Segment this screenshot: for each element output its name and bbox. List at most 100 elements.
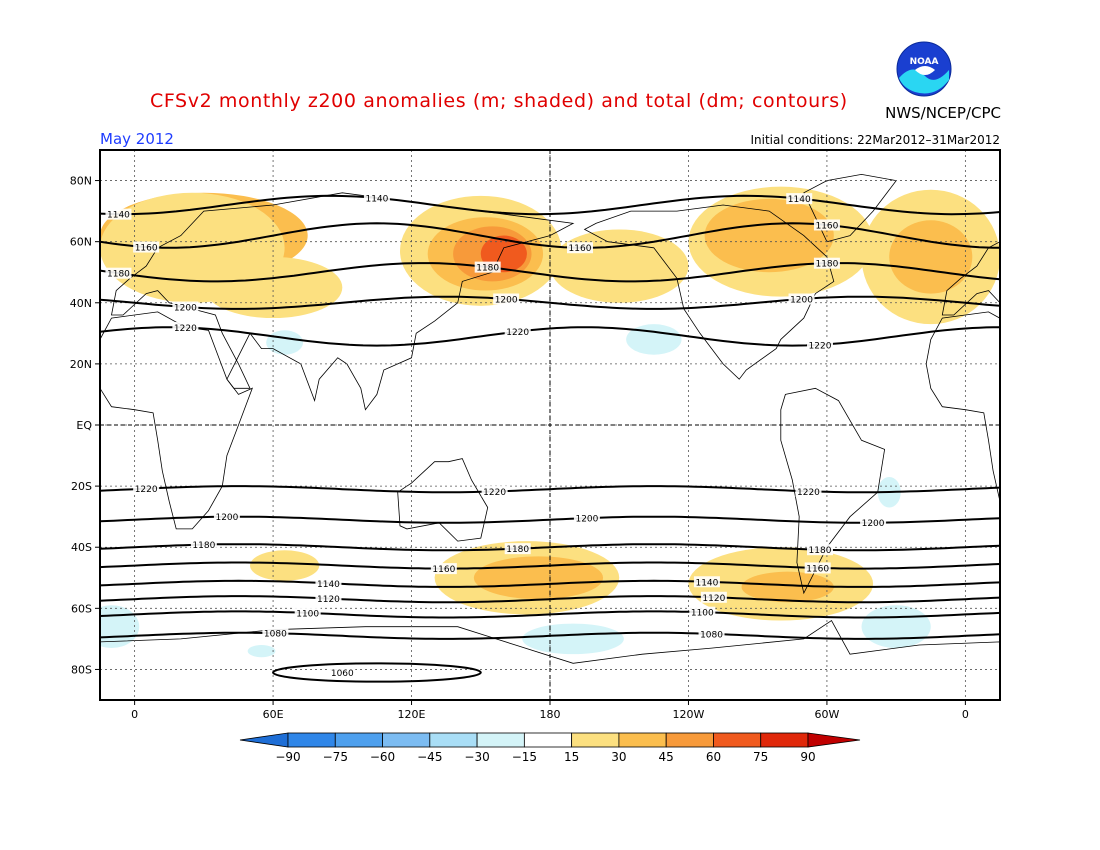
colorbar-label: 90	[800, 750, 815, 764]
lat-tick-label: 20S	[71, 480, 92, 493]
contour-label-bg	[474, 261, 501, 273]
contour-label-bg	[329, 667, 356, 678]
contour-label: 1120	[317, 595, 340, 605]
coastline	[100, 620, 1000, 700]
anomaly-patch	[473, 556, 604, 600]
contour-line	[100, 561, 1000, 570]
contour-label-bg	[315, 577, 342, 589]
contour-label: 1220	[174, 324, 197, 334]
contour-line	[100, 222, 1000, 249]
coastline	[397, 458, 489, 542]
colorbar-label: 75	[753, 750, 768, 764]
contour-label-bg	[315, 593, 342, 605]
anomaly-patch	[626, 324, 682, 355]
contour-label-bg	[504, 543, 531, 555]
contour-label: 1180	[815, 260, 838, 270]
contour-line	[100, 515, 1000, 524]
contour-label: 1220	[809, 341, 832, 351]
colorbar-box	[382, 732, 431, 748]
anomaly-patch	[889, 220, 973, 294]
contour-label: 1140	[317, 580, 340, 590]
lon-tick-label: 0	[131, 708, 138, 721]
lon-tick-label: 180	[540, 708, 561, 721]
colorbar-box	[476, 732, 525, 748]
contour-label: 1180	[476, 264, 499, 274]
contour-line	[100, 595, 1000, 604]
contour-line	[100, 295, 1000, 310]
contour-label: 1140	[365, 194, 388, 204]
contour-label-bg	[813, 257, 840, 269]
contour-label-bg	[860, 517, 887, 529]
contour-line	[100, 262, 1000, 283]
contour-label: 1060	[331, 669, 354, 679]
coastline	[100, 311, 254, 530]
colorbar-box	[760, 732, 809, 748]
contour-label: 1100	[691, 609, 714, 619]
contour-line	[100, 610, 1000, 619]
contour-label-bg	[804, 562, 831, 574]
month-label: May 2012	[100, 130, 174, 148]
lat-tick-label: 60N	[70, 236, 92, 249]
lat-tick-label: EQ	[76, 419, 92, 432]
lon-tick-label: 60E	[263, 708, 284, 721]
contour-label: 1200	[862, 519, 885, 529]
contour-label: 1200	[174, 304, 197, 314]
contour-label-bg	[567, 242, 593, 254]
contour-label: 1120	[702, 594, 725, 604]
coastline	[583, 204, 835, 380]
contour-label-bg	[813, 219, 840, 231]
agency-label: NWS/NCEP/CPC	[885, 104, 1001, 122]
colorbar-box	[334, 732, 383, 748]
contour-label: 1180	[506, 545, 529, 555]
contour-label: 1140	[695, 578, 718, 588]
contour-label: 1160	[135, 244, 158, 254]
lon-tick-label: 120W	[673, 708, 705, 721]
contour-label-bg	[700, 591, 727, 603]
anomaly-patch	[266, 330, 304, 355]
contour-label: 1180	[107, 270, 130, 280]
contour-label: 1220	[797, 488, 820, 498]
anomaly-patch	[203, 256, 343, 319]
contour-label-bg	[807, 544, 833, 556]
contour-label-bg	[786, 193, 813, 205]
contour-line	[100, 543, 1000, 552]
lat-tick-label: 80N	[70, 175, 92, 188]
contour-label: 1200	[790, 296, 813, 306]
colorbar: −90 −75 −60 −45 −30 −15 15 30 45 60 75 90	[239, 732, 861, 764]
contour-label: 1080	[700, 630, 723, 640]
logo-text: NOAA	[910, 57, 939, 67]
contour-label-bg	[481, 485, 508, 497]
colorbar-label: 45	[659, 750, 674, 764]
contour-label-bg	[213, 511, 240, 523]
contour-line	[272, 662, 482, 683]
contour-label-bg	[172, 301, 199, 313]
noaa-logo: NOAA	[896, 41, 952, 97]
lat-tick-label: 40N	[70, 297, 92, 310]
contour-line	[100, 485, 1000, 494]
coastline	[925, 311, 1000, 504]
contour-line	[100, 326, 1000, 347]
contour-label-bg	[430, 563, 457, 575]
chart-title: CFSv2 monthly z200 anomalies (m; shaded)…	[150, 90, 848, 112]
lat-tick-label: 40S	[71, 541, 92, 554]
contour-label: 1160	[806, 564, 829, 574]
contour-label: 1200	[575, 515, 598, 525]
colorbar-label: 15	[564, 750, 579, 764]
contour-label: 1160	[815, 221, 838, 231]
contour-line	[100, 631, 1000, 640]
colorbar-box	[287, 732, 336, 748]
contour-label-bg	[573, 512, 600, 524]
colorbar-arrow-low	[239, 732, 289, 748]
contour-line	[100, 194, 1000, 216]
lat-tick-label: 60S	[71, 602, 92, 615]
lat-tick-label: 20N	[70, 358, 92, 371]
contour-label-bg	[698, 628, 725, 640]
colorbar-box	[571, 732, 620, 748]
contour-label: 1180	[192, 541, 215, 551]
contour-line	[100, 579, 1000, 588]
contour-label-bg	[105, 267, 132, 279]
contour-label: 1080	[264, 630, 287, 640]
contour-label: 1160	[569, 244, 592, 254]
colorbar-box	[713, 732, 762, 748]
